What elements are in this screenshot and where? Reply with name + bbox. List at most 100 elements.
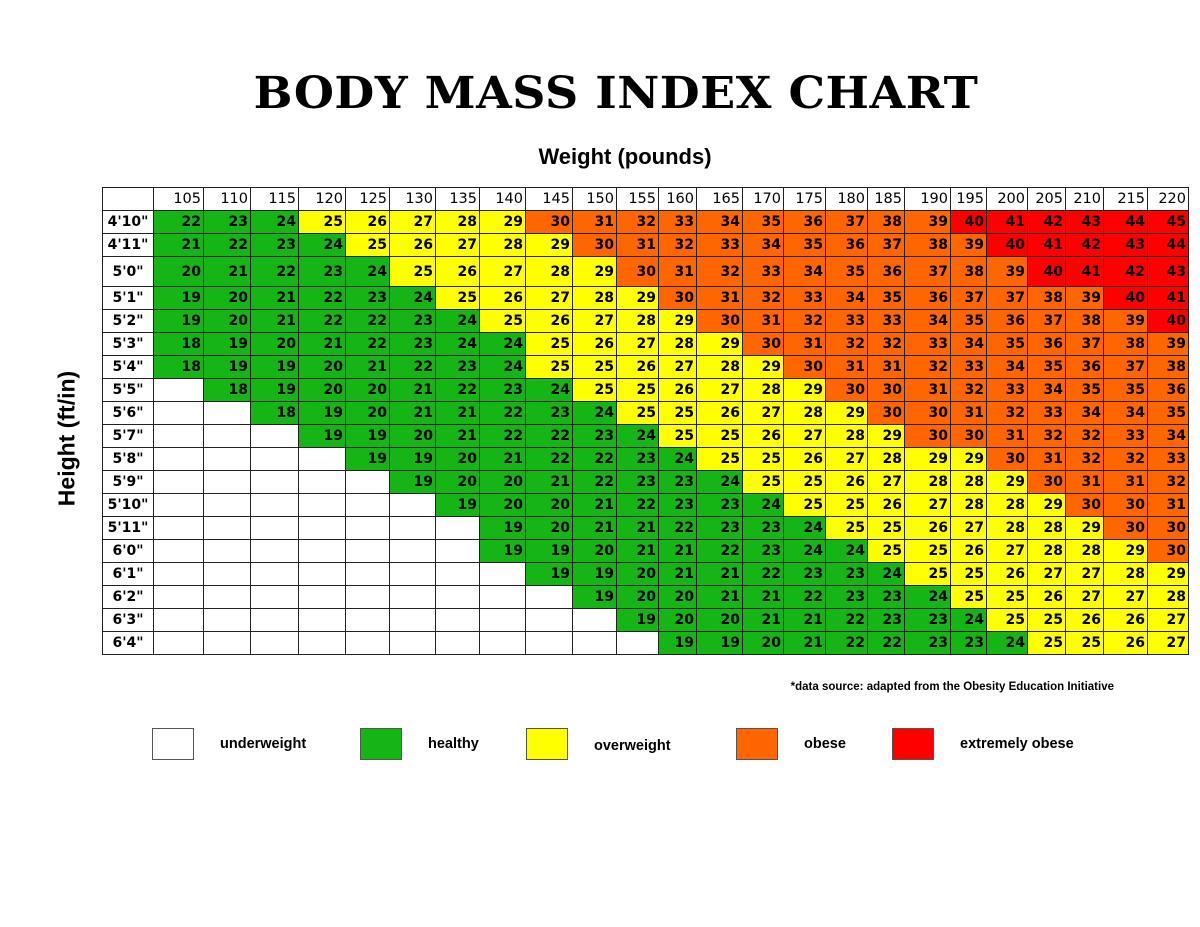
- bmi-cell: 41: [1065, 256, 1104, 287]
- bmi-cell: 27: [1147, 608, 1189, 632]
- bmi-cell: 23: [904, 631, 951, 655]
- bmi-cell: 25: [298, 210, 346, 234]
- bmi-cell: 33: [1027, 401, 1066, 425]
- bmi-cell: 23: [742, 539, 784, 563]
- bmi-cell: 22: [479, 424, 526, 448]
- bmi-cell: 30: [1147, 516, 1189, 540]
- bmi-cell: [435, 539, 480, 563]
- bmi-cell: 29: [1147, 562, 1189, 586]
- bmi-cell: 38: [1103, 332, 1148, 356]
- bmi-cell: 23: [389, 309, 436, 333]
- bmi-cell: 35: [986, 332, 1028, 356]
- bmi-cell: 27: [616, 332, 659, 356]
- bmi-cell: 26: [616, 355, 659, 379]
- bmi-cell: 42: [1103, 256, 1148, 287]
- bmi-cell: 23: [616, 447, 659, 471]
- bmi-cell: 25: [986, 608, 1028, 632]
- bmi-cell: [298, 470, 346, 494]
- bmi-cell: 27: [1103, 585, 1148, 609]
- bmi-cell: 21: [658, 539, 697, 563]
- bmi-cell: 43: [1147, 256, 1189, 287]
- bmi-cell: 33: [904, 332, 951, 356]
- bmi-cell: 19: [153, 286, 204, 310]
- bmi-cell: 30: [1027, 470, 1066, 494]
- bmi-cell: 20: [345, 401, 390, 425]
- weight-column-header: 130: [389, 187, 436, 211]
- bmi-cell: 43: [1065, 210, 1104, 234]
- weight-column-header: 165: [696, 187, 743, 211]
- bmi-cell: 34: [1147, 424, 1189, 448]
- bmi-cell: [250, 539, 299, 563]
- bmi-cell: 21: [389, 401, 436, 425]
- bmi-cell: 33: [986, 378, 1028, 402]
- height-row-header: 5'11": [102, 516, 154, 540]
- bmi-cell: [479, 608, 526, 632]
- bmi-cell: 22: [345, 309, 390, 333]
- bmi-cell: 23: [696, 516, 743, 540]
- bmi-cell: 23: [250, 233, 299, 257]
- weight-header-row: 105 110 115 120 125 130 135 140 145 150 155 160 165 1…: [102, 187, 1189, 211]
- legend-item-extremely-obese: extremely obese: [892, 728, 1074, 760]
- bmi-cell: 30: [904, 424, 951, 448]
- bmi-cell: 24: [696, 470, 743, 494]
- bmi-cell: 23: [696, 493, 743, 517]
- bmi-cell: 20: [696, 608, 743, 632]
- bmi-cell: 22: [153, 210, 204, 234]
- bmi-cell: 31: [696, 286, 743, 310]
- table-row: 5'6" 18 19 20 21 21 22 23 24 25 25 26 27 28 29 30 30 31 32…: [102, 401, 1189, 425]
- bmi-cell: 35: [1147, 401, 1189, 425]
- bmi-cell: 18: [153, 332, 204, 356]
- bmi-cell: [389, 493, 436, 517]
- bmi-cell: 24: [389, 286, 436, 310]
- legend-item-underweight: underweight: [152, 728, 306, 760]
- bmi-cell: 29: [479, 210, 526, 234]
- bmi-cell: 37: [1027, 309, 1066, 333]
- bmi-cell: 19: [389, 447, 436, 471]
- bmi-cell: [250, 585, 299, 609]
- bmi-cell: 25: [525, 355, 573, 379]
- bmi-cell: 21: [250, 286, 299, 310]
- bmi-cell: 25: [950, 585, 987, 609]
- bmi-cell: 27: [1065, 585, 1104, 609]
- bmi-cell: 37: [904, 256, 951, 287]
- bmi-cell: 38: [867, 210, 905, 234]
- bmi-cell: 22: [525, 424, 573, 448]
- bmi-cell: 32: [1065, 447, 1104, 471]
- table-row: 5'2" 19 20 21 22 22 23 24 25 26 27 28 29 30 31 32 33 33 34…: [102, 309, 1189, 333]
- weight-column-header: 125: [345, 187, 390, 211]
- bmi-cell: [389, 608, 436, 632]
- weight-column-header: 140: [479, 187, 526, 211]
- bmi-cell: 25: [658, 424, 697, 448]
- bmi-cell: 19: [153, 309, 204, 333]
- bmi-cell: 22: [616, 493, 659, 517]
- bmi-cell: 28: [867, 447, 905, 471]
- bmi-cell: 24: [783, 516, 826, 540]
- bmi-cell: [298, 631, 346, 655]
- height-row-header: 5'1": [102, 286, 154, 310]
- weight-column-header: 145: [525, 187, 573, 211]
- bmi-cell: 41: [1147, 286, 1189, 310]
- bmi-cell: 25: [783, 470, 826, 494]
- bmi-cell: 29: [986, 470, 1028, 494]
- bmi-cell: [479, 562, 526, 586]
- bmi-cell: 39: [1103, 309, 1148, 333]
- bmi-cell: [298, 562, 346, 586]
- bmi-cell: 28: [950, 493, 987, 517]
- bmi-cell: 31: [658, 256, 697, 287]
- weight-column-header: 105: [153, 187, 204, 211]
- extremely-obese-swatch: [892, 728, 934, 760]
- bmi-cell: 20: [298, 355, 346, 379]
- bmi-cell: [435, 608, 480, 632]
- bmi-cell: 23: [203, 210, 251, 234]
- bmi-cell: 21: [783, 631, 826, 655]
- bmi-cell: 20: [250, 332, 299, 356]
- bmi-cell: 19: [298, 401, 346, 425]
- bmi-cell: 22: [825, 608, 868, 632]
- bmi-cell: 26: [525, 309, 573, 333]
- table-row: 5'4" 18 19 19 20 21 22 23 24 25 25 26 27 28 29 30 31 31 32…: [102, 355, 1189, 379]
- bmi-cell: 33: [1147, 447, 1189, 471]
- bmi-cell: 21: [696, 562, 743, 586]
- bmi-cell: 25: [696, 447, 743, 471]
- bmi-cell: 42: [1065, 233, 1104, 257]
- bmi-cell: 27: [658, 355, 697, 379]
